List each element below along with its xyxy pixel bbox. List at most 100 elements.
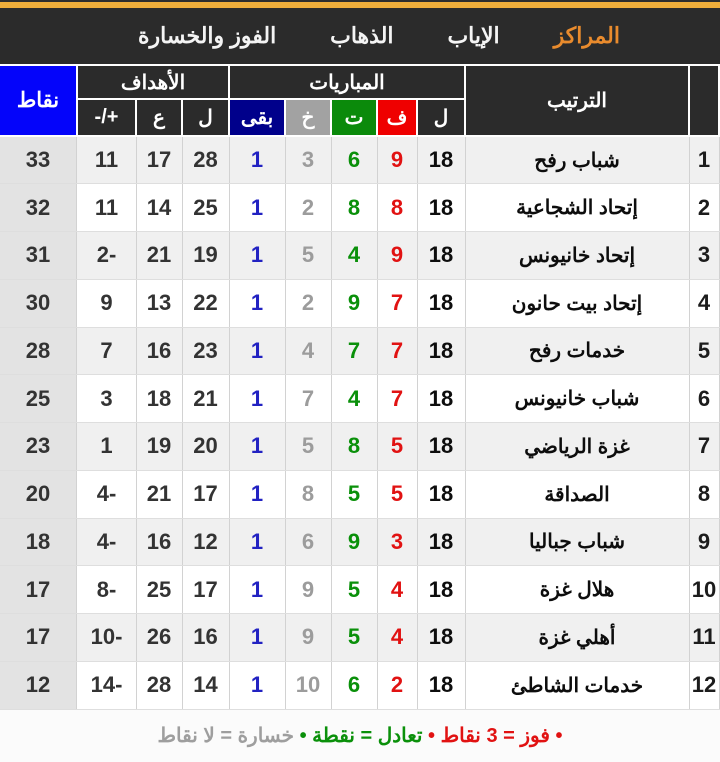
table-row[interactable]: 2 إتحاد الشجاعية 18 8 8 2 1 25 14 11 32: [0, 183, 720, 232]
table-row[interactable]: 12 خدمات الشاطئ 18 2 6 10 1 14 28 -14 12: [0, 660, 720, 710]
draws-cell: 8: [330, 183, 378, 232]
goals-for-cell: 17: [181, 469, 230, 519]
rank-cell: 7: [688, 422, 720, 471]
points-cell: 23: [0, 422, 78, 471]
losses-cell: 10: [284, 660, 332, 710]
table-row[interactable]: 4 إتحاد بيت حانون 18 7 9 2 1 22 13 9 30: [0, 278, 720, 328]
remaining-cell: 1: [228, 469, 286, 519]
wins-cell: 3: [376, 517, 418, 567]
played-cell: 18: [416, 469, 466, 519]
goal-diff-cell: -2: [76, 231, 137, 280]
rank-cell: 1: [688, 135, 720, 185]
remaining-cell: 1: [228, 660, 286, 710]
table-row[interactable]: 10 هلال غزة 18 4 5 9 1 17 25 -8 17: [0, 565, 720, 614]
wins-cell: 2: [376, 660, 418, 710]
table-row[interactable]: 7 غزة الرياضي 18 5 8 5 1 20 19 1 23: [0, 422, 720, 471]
rank-cell: 5: [688, 326, 720, 376]
played-header: ل: [416, 98, 466, 137]
table-row[interactable]: 1 شباب رفح 18 9 6 3 1 28 17 11 33: [0, 135, 720, 185]
win-points-note: • فوز = 3 نقاط •: [422, 725, 563, 747]
played-cell: 18: [416, 660, 466, 710]
tab-standings[interactable]: المراكز: [553, 23, 620, 48]
points-cell: 18: [0, 517, 78, 567]
loss-points-note: خسارة = لا نقاط: [157, 725, 295, 747]
goals-for-cell: 23: [181, 326, 230, 376]
rank-cell: 8: [688, 469, 720, 519]
tab-second-leg[interactable]: الإياب: [447, 23, 500, 48]
draws-cell: 5: [330, 613, 378, 662]
draws-header: ت: [330, 98, 378, 137]
matches-group-header: المباريات: [228, 64, 466, 100]
team-name-cell: غزة الرياضي: [464, 422, 690, 471]
played-cell: 18: [416, 374, 466, 423]
goals-for-cell: 19: [181, 231, 230, 280]
goals-against-cell: 16: [135, 517, 183, 567]
losses-cell: 9: [284, 565, 332, 614]
goal-diff-cell: -8: [76, 565, 137, 614]
remaining-cell: 1: [228, 374, 286, 423]
points-cell: 20: [0, 469, 78, 519]
wins-cell: 7: [376, 326, 418, 376]
losses-header: خ: [284, 98, 332, 137]
remaining-cell: 1: [228, 135, 286, 185]
goals-group-header: الأهداف: [75, 64, 231, 100]
played-cell: 18: [416, 613, 466, 662]
goals-against-cell: 13: [135, 278, 183, 328]
remaining-cell: 1: [228, 613, 286, 662]
rank-cell: 2: [688, 183, 720, 232]
remaining-cell: 1: [228, 231, 286, 280]
goals-for-cell: 21: [181, 374, 230, 423]
tab-win-loss[interactable]: الفوز والخسارة: [138, 23, 277, 48]
played-cell: 18: [416, 135, 466, 185]
points-cell: 17: [0, 565, 78, 614]
goal-diff-cell: -10: [76, 613, 137, 662]
played-cell: 18: [416, 422, 466, 471]
wins-cell: 7: [376, 278, 418, 328]
goal-diff-cell: 9: [76, 278, 137, 328]
goals-for-cell: 22: [181, 278, 230, 328]
wins-cell: 8: [376, 183, 418, 232]
draws-cell: 7: [330, 326, 378, 376]
rank-cell: 3: [688, 231, 720, 280]
tab-first-leg[interactable]: الذهاب: [330, 23, 394, 48]
rank-cell: 11: [688, 613, 720, 662]
goals-against-cell: 21: [135, 231, 183, 280]
goals-against-header: ع: [135, 98, 183, 137]
points-cell: 28: [0, 326, 78, 376]
wins-cell: 4: [376, 565, 418, 614]
goal-diff-cell: -4: [76, 517, 137, 567]
goal-diff-cell: 1: [76, 422, 137, 471]
table-row[interactable]: 8 الصداقة 18 5 5 8 1 17 21 -4 20: [0, 469, 720, 519]
team-name-cell: شباب جباليا: [464, 517, 690, 567]
points-cell: 17: [0, 613, 78, 662]
losses-cell: 5: [284, 422, 332, 471]
remaining-cell: 1: [228, 565, 286, 614]
draws-cell: 6: [330, 660, 378, 710]
goals-for-header: ل: [181, 98, 230, 137]
wins-cell: 4: [376, 613, 418, 662]
draws-cell: 4: [330, 231, 378, 280]
table-row[interactable]: 5 خدمات رفح 18 7 7 4 1 23 16 7 28: [0, 326, 720, 376]
draws-cell: 5: [330, 469, 378, 519]
points-header: نقاط: [0, 64, 78, 137]
table-row[interactable]: 3 إتحاد خانيونس 18 9 4 5 1 19 21 -2 31: [0, 231, 720, 280]
draws-cell: 9: [330, 278, 378, 328]
points-cell: 31: [0, 231, 78, 280]
points-cell: 33: [0, 135, 78, 185]
remaining-cell: 1: [228, 422, 286, 471]
table-row[interactable]: 9 شباب جباليا 18 3 9 6 1 12 16 -4 18: [0, 517, 720, 567]
table-row[interactable]: 6 شباب خانيونس 18 7 4 7 1 21 18 3 25: [0, 374, 720, 423]
goals-against-cell: 18: [135, 374, 183, 423]
points-cell: 32: [0, 183, 78, 232]
remaining-cell: 1: [228, 278, 286, 328]
remaining-cell: 1: [228, 183, 286, 232]
goals-for-cell: 16: [181, 613, 230, 662]
table-row[interactable]: 11 أهلي غزة 18 4 5 9 1 16 26 -10 17: [0, 613, 720, 662]
goals-for-cell: 14: [181, 660, 230, 710]
top-border: [0, 0, 720, 2]
team-name-cell: خدمات رفح: [464, 326, 690, 376]
goals-against-cell: 14: [135, 183, 183, 232]
losses-cell: 4: [284, 326, 332, 376]
goals-for-cell: 20: [181, 422, 230, 471]
wins-cell: 7: [376, 374, 418, 423]
